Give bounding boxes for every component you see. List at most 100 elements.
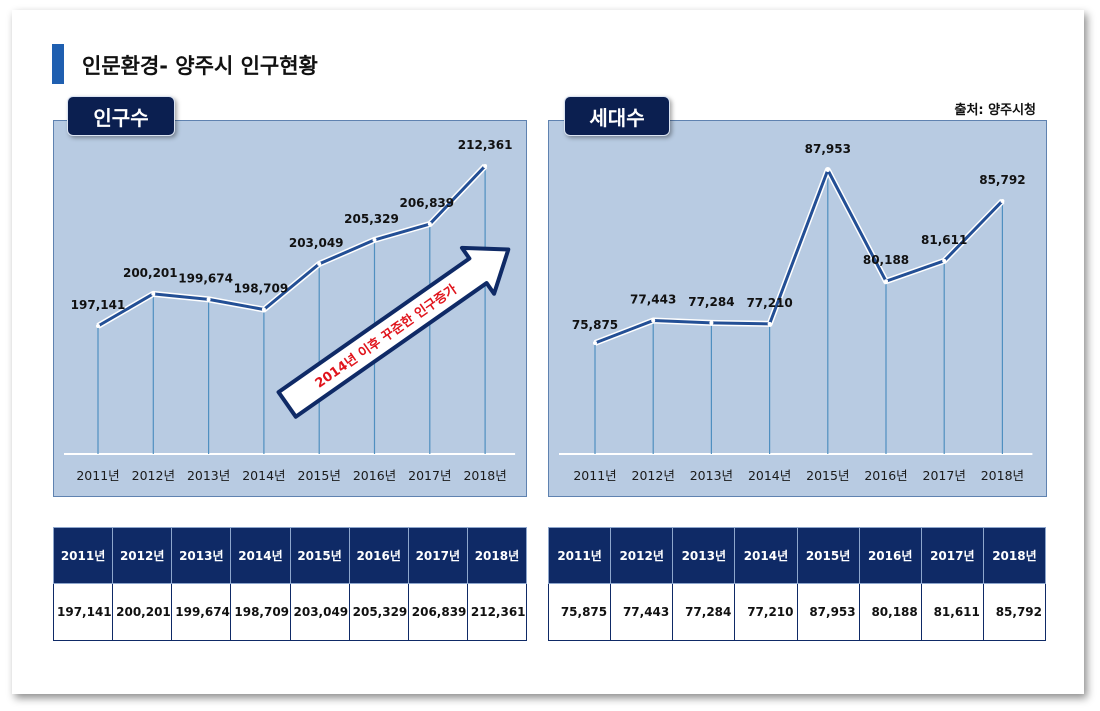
table-cell: 205,329 <box>348 583 409 641</box>
trend-arrow: 2014년 이후 꾸준한 인구증가 <box>276 245 511 419</box>
table-header-cell: 2016년 <box>348 527 409 584</box>
x-tick-label: 2013년 <box>187 468 230 483</box>
table-cell: 87,953 <box>796 583 860 641</box>
data-point <box>593 341 597 345</box>
x-tick-label: 2011년 <box>76 468 119 483</box>
table-cell: 77,210 <box>734 583 798 641</box>
table-row: 197,141 200,201 199,674 198,709 203,049 205,3… <box>52 583 528 641</box>
page-title: 인문환경- 양주시 인구현황 <box>82 54 318 78</box>
title-accent-bar <box>52 44 64 84</box>
data-label: 77,284 <box>688 295 734 309</box>
table-header-cell: 2011년 <box>52 527 114 584</box>
table-cell: 197,141 <box>52 583 114 641</box>
table-header-cell: 2017년 <box>920 527 984 584</box>
data-point <box>709 320 714 325</box>
household-table: 2011년 2012년 2013년 2014년 2015년 2016년 2017년 2018년… <box>547 527 1047 641</box>
x-tick-label: 2016년 <box>353 468 396 483</box>
table-cell: 212,361 <box>466 583 528 641</box>
data-label: 198,709 <box>234 282 289 296</box>
table-header-cell: 2014년 <box>230 527 291 584</box>
household-chart: 75,875 2011년 77,443 2012년 77,284 2013년 77,210 2… <box>559 142 1033 483</box>
data-label: 199,674 <box>178 271 233 285</box>
data-point <box>206 297 211 302</box>
table-cell: 200,201 <box>112 583 173 641</box>
data-point <box>942 258 947 263</box>
x-tick-label: 2013년 <box>690 468 733 483</box>
data-label: 197,141 <box>71 298 126 312</box>
population-chart: 197,141 2011년 200,201 2012년 199,674 2013년 198,… <box>64 138 516 483</box>
data-label: 77,443 <box>630 293 676 307</box>
data-label: 85,792 <box>979 173 1025 187</box>
table-header-cell: 2015년 <box>289 527 350 584</box>
table-header-cell: 2012년 <box>112 527 173 584</box>
data-point <box>317 261 322 266</box>
table-header-cell: 2018년 <box>466 527 528 584</box>
x-tick-label: 2017년 <box>923 468 966 483</box>
table-cell: 198,709 <box>230 583 291 641</box>
series-line-outline <box>593 167 1005 346</box>
data-label: 75,875 <box>572 318 618 332</box>
x-tick-label: 2018년 <box>463 468 506 483</box>
table-header-cell: 2013년 <box>171 527 232 584</box>
household-chart-title: 세대수 <box>564 96 670 136</box>
table-cell: 81,611 <box>920 583 984 641</box>
table-cell: 206,839 <box>407 583 468 641</box>
table-header-cell: 2012년 <box>610 527 674 584</box>
population-chart-title: 인구수 <box>67 96 175 136</box>
table-header-cell: 2013년 <box>672 527 736 584</box>
x-tick-label: 2017년 <box>408 468 451 483</box>
x-tick-label: 2015년 <box>298 468 341 483</box>
table-header-cell: 2017년 <box>407 527 468 584</box>
data-point <box>651 318 656 323</box>
data-point <box>372 237 377 242</box>
x-tick-label: 2015년 <box>806 468 849 483</box>
table-cell: 80,188 <box>858 583 922 641</box>
data-point <box>427 222 432 227</box>
data-label: 200,201 <box>123 266 178 280</box>
table-header-cell: 2011년 <box>547 527 612 584</box>
x-tick-label: 2011년 <box>573 468 616 483</box>
x-tick-label: 2018년 <box>981 468 1024 483</box>
series-line <box>97 164 487 328</box>
population-chart-panel: 197,141 2011년 200,201 2012년 199,674 2013년 198,… <box>53 120 527 497</box>
series-line <box>594 168 1004 345</box>
table-header-cell: 2016년 <box>858 527 922 584</box>
data-point <box>96 324 100 328</box>
household-chart-panel: 75,875 2011년 77,443 2012년 77,284 2013년 77,210 2… <box>548 120 1047 497</box>
data-point <box>261 307 266 312</box>
trend-annotation: 2014년 이후 꾸준한 인구증가 <box>312 281 460 391</box>
data-label: 87,953 <box>805 142 851 156</box>
data-label: 206,839 <box>399 196 454 210</box>
x-tick-label: 2016년 <box>864 468 907 483</box>
table-row: 75,875 77,443 77,284 77,210 87,953 80,188 81,6… <box>547 583 1047 641</box>
table-header-cell: 2014년 <box>734 527 798 584</box>
data-point <box>884 279 888 284</box>
table-header-cell: 2018년 <box>982 527 1047 584</box>
x-tick-label: 2014년 <box>242 468 285 483</box>
data-label: 80,188 <box>863 253 909 267</box>
data-point <box>825 168 830 172</box>
table-header-row: 2011년 2012년 2013년 2014년 2015년 2016년 2017년 2018년 <box>52 527 528 584</box>
data-label: 205,329 <box>344 212 399 226</box>
table-header-row: 2011년 2012년 2013년 2014년 2015년 2016년 2017년 2018년 <box>547 527 1047 584</box>
data-point <box>151 291 156 296</box>
table-cell: 203,049 <box>289 583 350 641</box>
table-cell: 199,674 <box>171 583 232 641</box>
table-cell: 85,792 <box>982 583 1047 641</box>
table-cell: 77,443 <box>610 583 674 641</box>
x-tick-label: 2012년 <box>132 468 175 483</box>
data-point <box>1000 198 1005 203</box>
data-label: 212,361 <box>458 138 513 152</box>
table-cell: 75,875 <box>547 583 612 641</box>
x-tick-label: 2012년 <box>632 468 675 483</box>
x-tick-label: 2014년 <box>748 468 791 483</box>
population-table: 2011년 2012년 2013년 2014년 2015년 2016년 2017년 2018년… <box>52 527 528 641</box>
data-label: 77,210 <box>746 296 792 310</box>
table-cell: 77,284 <box>672 583 736 641</box>
data-label: 81,611 <box>921 233 967 247</box>
data-point <box>483 164 488 168</box>
data-point <box>767 321 772 326</box>
data-label: 203,049 <box>289 236 344 250</box>
table-header-cell: 2015년 <box>796 527 860 584</box>
source-note: 출처: 양주시청 <box>954 103 1037 118</box>
